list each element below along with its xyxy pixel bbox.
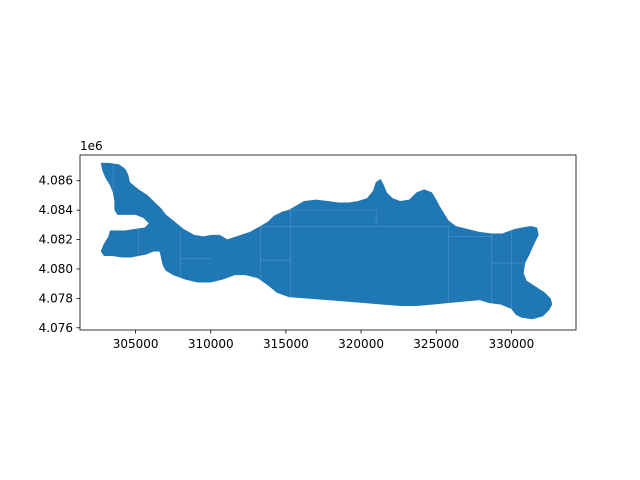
x-tick-label-2: 315000 [263,337,309,351]
y-axis-offset-label: 1e6 [80,139,103,153]
x-tick-label-0: 305000 [113,337,159,351]
axes-frame [79,154,577,331]
x-tick-label-5: 330000 [488,337,534,351]
region-polygon [100,162,553,320]
x-tick-label-4: 325000 [413,337,459,351]
y-tick-label-2: 4.080 [39,262,73,276]
y-tick-label-3: 4.082 [39,233,73,247]
y-tick-label-4: 4.084 [39,203,73,217]
y-tick-label-1: 4.078 [39,291,73,305]
y-tick-label-5: 4.086 [39,174,73,188]
y-tick-label-0: 4.076 [39,321,73,335]
shape-layer [100,162,553,320]
axes-box [79,154,577,331]
x-tick-label-3: 320000 [338,337,384,351]
x-tick-label-1: 310000 [188,337,234,351]
tick-layer: 305000 310000 315000 320000 325000 330000 4.07… [39,174,535,351]
